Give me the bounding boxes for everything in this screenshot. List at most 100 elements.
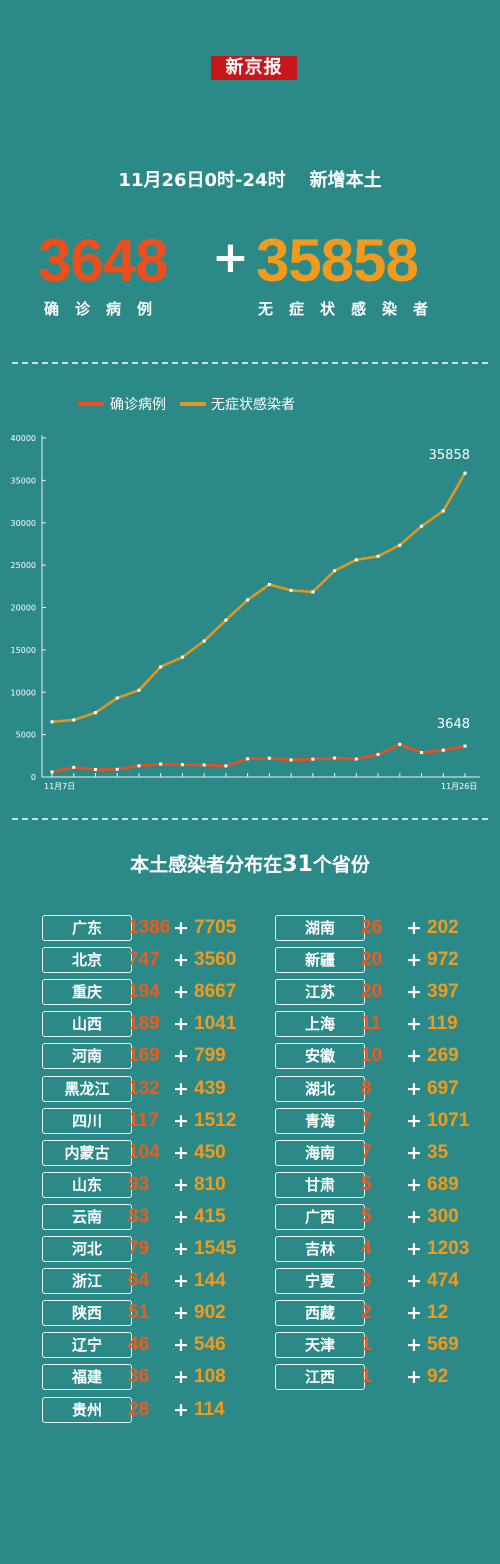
data-point — [376, 752, 380, 756]
province-confirmed: 7 — [361, 1141, 372, 1163]
data-point — [398, 543, 402, 547]
province-confirmed: 36 — [128, 1366, 150, 1388]
province-confirmed: 46 — [128, 1334, 150, 1356]
province-plus: + — [406, 1045, 422, 1068]
data-point — [180, 655, 184, 659]
province-confirmed: 2 — [361, 1302, 372, 1324]
province-row: 青海 7 +1071 — [0, 1107, 500, 1134]
province-name: 内蒙古 — [42, 1139, 132, 1166]
province-plus: + — [406, 1270, 422, 1293]
province-name: 福建 — [42, 1364, 132, 1391]
province-plus: + — [406, 1013, 422, 1036]
data-point — [441, 509, 445, 513]
data-point — [246, 757, 250, 761]
province-row: 辽宁 46 +546 — [0, 1332, 500, 1359]
province-name: 四川 — [42, 1107, 132, 1134]
province-asymptomatic: 1203 — [427, 1238, 470, 1259]
province-plus: + — [173, 1366, 189, 1389]
province-name: 江西 — [275, 1364, 365, 1391]
province-name: 山东 — [42, 1171, 132, 1198]
province-asymptomatic: 415 — [194, 1205, 226, 1227]
distribution-title-post: 个省份 — [312, 854, 370, 876]
headline-label: 新增本土 — [309, 170, 382, 191]
province-asymptomatic: 902 — [194, 1302, 226, 1324]
province-row: 四川 117 +1512 — [0, 1107, 500, 1134]
data-point — [137, 764, 141, 768]
province-name: 云南 — [42, 1203, 132, 1230]
province-row: 内蒙古 104 +450 — [0, 1139, 500, 1166]
headline-time: 11月26日0时-24时 — [118, 170, 286, 191]
province-plus: + — [406, 1302, 422, 1325]
end-label-asymptomatic: 35858 — [429, 448, 470, 463]
y-tick-label: 40000 — [11, 434, 36, 443]
province-plus: + — [173, 917, 189, 939]
province-confirmed: 3 — [361, 1270, 372, 1292]
data-point — [224, 764, 228, 768]
data-point — [289, 588, 293, 592]
data-point — [420, 524, 424, 528]
province-plus: + — [406, 949, 422, 972]
province-name: 甘肃 — [275, 1171, 365, 1198]
province-plus: + — [173, 1077, 189, 1100]
province-confirmed: 51 — [128, 1302, 150, 1324]
province-plus: + — [173, 1238, 189, 1260]
province-confirmed: 64 — [128, 1270, 150, 1292]
province-row: 宁夏 3 +474 — [0, 1268, 500, 1295]
data-point — [246, 598, 250, 602]
province-row: 上海 11 +119 — [0, 1011, 500, 1038]
province-plus: + — [406, 1141, 422, 1164]
province-row: 云南 83 +415 — [0, 1203, 500, 1230]
province-asymptomatic: 397 — [427, 981, 459, 1003]
data-point — [354, 757, 358, 761]
province-plus: + — [406, 1238, 422, 1260]
province-row: 西藏 2 +12 — [0, 1300, 500, 1327]
trend-chart: 0 5000 10000 15000 20000 25000 30000 35000 40000… — [11, 396, 480, 790]
y-tick-label: 35000 — [11, 476, 36, 485]
province-row: 江西 1 +92 — [0, 1364, 500, 1391]
divider-bottom — [12, 818, 488, 820]
data-point — [180, 763, 184, 767]
asymptomatic-caption: 无症状感染者 — [258, 300, 445, 318]
series-line-confirmed — [51, 743, 466, 774]
headline: 11月26日0时-24时 新增本土 — [0, 166, 500, 192]
province-confirmed: 1386 — [128, 917, 171, 938]
province-asymptomatic: 1512 — [194, 1109, 237, 1131]
data-point — [72, 765, 76, 769]
data-point — [202, 639, 206, 643]
province-asymptomatic: 474 — [427, 1270, 459, 1292]
province-asymptomatic: 1545 — [194, 1238, 237, 1259]
province-row: 天津 1 +569 — [0, 1332, 500, 1359]
province-confirmed: 4 — [361, 1238, 372, 1259]
province-confirmed: 10 — [361, 1045, 383, 1067]
y-tick-label: 30000 — [11, 519, 36, 528]
province-asymptomatic: 546 — [194, 1334, 226, 1356]
province-confirmed: 1 — [361, 1334, 372, 1356]
province-asymptomatic: 3560 — [194, 949, 237, 971]
province-name: 吉林 — [275, 1236, 365, 1262]
province-asymptomatic: 119 — [427, 1013, 458, 1035]
province-row: 广东 1386 +7705 — [0, 915, 500, 941]
data-point — [398, 742, 402, 746]
data-point — [463, 744, 467, 748]
province-confirmed: 5 — [361, 1205, 372, 1227]
province-confirmed: 1 — [361, 1366, 372, 1388]
data-point — [267, 582, 271, 586]
province-plus: + — [406, 1077, 422, 1100]
province-row: 山西 189 +1041 — [0, 1011, 500, 1038]
data-point — [159, 665, 163, 669]
province-asymptomatic: 450 — [194, 1141, 226, 1163]
province-asymptomatic: 1071 — [427, 1109, 470, 1131]
series-line-asymptomatic — [51, 472, 467, 724]
data-point — [224, 618, 228, 622]
legend-label-asymptomatic: 无症状感染者 — [211, 396, 295, 413]
province-name: 上海 — [275, 1011, 365, 1038]
province-row: 海南 7 +35 — [0, 1139, 500, 1166]
province-asymptomatic: 35 — [427, 1141, 449, 1163]
province-asymptomatic: 1041 — [194, 1013, 237, 1035]
province-row: 江苏 20 +397 — [0, 979, 500, 1006]
province-asymptomatic: 697 — [427, 1077, 459, 1099]
province-asymptomatic: 8667 — [194, 981, 237, 1003]
newspaper-logo: 新京报 — [211, 56, 297, 80]
province-name: 宁夏 — [275, 1268, 365, 1295]
province-asymptomatic: 108 — [194, 1366, 226, 1388]
